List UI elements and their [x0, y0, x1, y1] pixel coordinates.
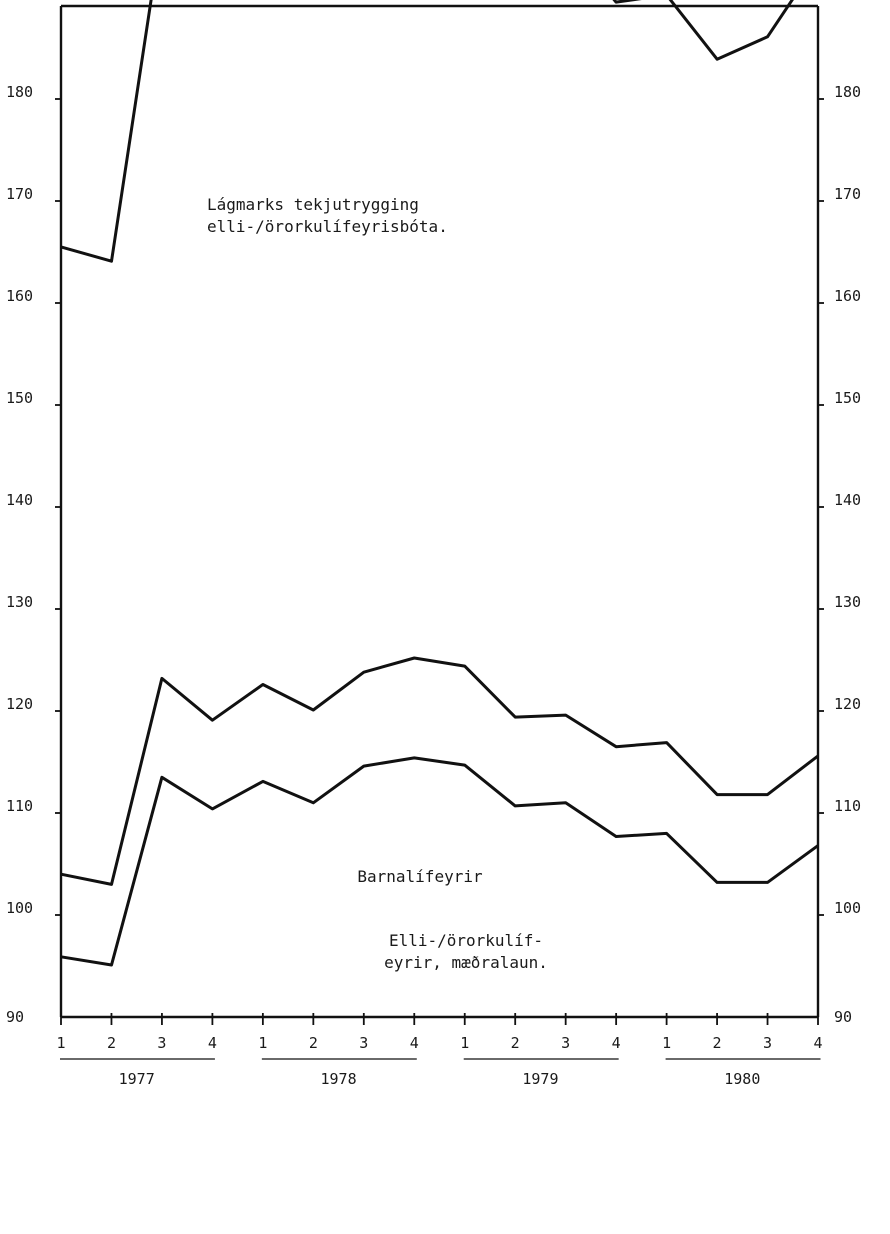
y-tick-label-right: 150: [834, 389, 861, 407]
x-tick-label: 3: [763, 1034, 772, 1052]
y-tick-label-left: 100: [6, 899, 33, 917]
y-tick-label-right: 170: [834, 185, 861, 203]
series-labels: Lágmarks tekjutrygging elli-/örorkulífeyr…: [207, 195, 548, 972]
y-tick-label-left: 90: [6, 1008, 24, 1026]
x-tick-label: 1: [56, 1034, 65, 1052]
series-label-ellilifeyrir: eyrir, mæðralaun.: [384, 953, 548, 972]
series-label-tekjutrygging: elli-/örorkulífeyrisbóta.: [207, 217, 448, 236]
y-tick-label-left: 160: [6, 287, 33, 305]
y-tick-label-right: 160: [834, 287, 861, 305]
y-tick-label-right: 140: [834, 491, 861, 509]
x-tick-label: 3: [157, 1034, 166, 1052]
y-tick-label-right: 90: [834, 1008, 852, 1026]
x-tick-label: 4: [813, 1034, 822, 1052]
x-axis-ticks: 1 2 3 4 1 2 3 4 1 2 3 4 1 2 3 4 1977 1978 1979 1980: [56, 1013, 823, 1088]
series-line-barnalifeyrir: [60, 656, 819, 886]
year-label: 1980: [724, 1070, 760, 1088]
y-tick-label-right: 100: [834, 899, 861, 917]
x-tick-label: 2: [309, 1034, 318, 1052]
y-tick-label-left: 140: [6, 491, 33, 509]
series-label-tekjutrygging: Lágmarks tekjutrygging: [207, 195, 419, 214]
y-tick-label-right: 130: [834, 593, 861, 611]
series-layer: [60, 0, 819, 967]
series-line-ellilifeyrir: [60, 756, 819, 967]
y-tick-label-right: 180: [834, 83, 861, 101]
y-tick-label-right: 110: [834, 797, 861, 815]
y-tick-label-left: 110: [6, 797, 33, 815]
x-tick-label: 2: [107, 1034, 116, 1052]
x-tick-label: 4: [612, 1034, 621, 1052]
x-tick-label: 2: [511, 1034, 520, 1052]
year-label: 1977: [119, 1070, 155, 1088]
y-tick-label-left: 170: [6, 185, 33, 203]
x-tick-label: 2: [713, 1034, 722, 1052]
year-label: 1978: [321, 1070, 357, 1088]
x-tick-label: 1: [258, 1034, 267, 1052]
x-tick-label: 3: [561, 1034, 570, 1052]
x-tick-label: 4: [410, 1034, 419, 1052]
series-line-tekjutrygging: [60, 0, 794, 263]
y-axis-ticks: 90 90 100 100 110 110 120 120 130 130 140 140 150 150…: [6, 83, 861, 1026]
axes: [59, 4, 820, 1019]
x-tick-label: 1: [460, 1034, 469, 1052]
x-tick-label: 4: [208, 1034, 217, 1052]
y-tick-label-left: 150: [6, 389, 33, 407]
year-label: 1979: [522, 1070, 558, 1088]
y-tick-label-left: 180: [6, 83, 33, 101]
y-tick-label-left: 120: [6, 695, 33, 713]
series-label-barnalifeyrir: Barnalífeyrir: [357, 867, 483, 886]
y-tick-label-left: 130: [6, 593, 33, 611]
y-tick-label-right: 120: [834, 695, 861, 713]
series-label-ellilifeyrir: Elli-/örorkulíf-: [389, 931, 543, 950]
x-tick-label: 3: [359, 1034, 368, 1052]
x-tick-label: 1: [662, 1034, 671, 1052]
